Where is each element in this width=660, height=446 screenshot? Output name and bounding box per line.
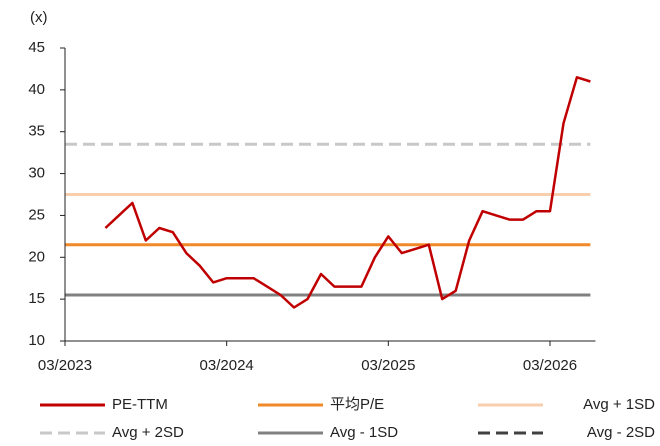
y-tick-label: 45 xyxy=(28,39,45,56)
legend-label: PE-TTM xyxy=(112,396,168,413)
y-unit: (x) xyxy=(30,9,48,26)
y-tick-label: 20 xyxy=(28,248,45,265)
y-tick-label: 15 xyxy=(28,290,45,307)
x-tick-label: 03/2023 xyxy=(38,357,92,374)
y-tick-label: 35 xyxy=(28,123,45,140)
x-tick-label: 03/2024 xyxy=(200,357,254,374)
legend-label: 平均P/E xyxy=(330,396,384,413)
y-tick-label: 30 xyxy=(28,165,45,182)
y-tick-label: 10 xyxy=(28,332,45,349)
legend-label: Avg - 2SD xyxy=(587,424,655,441)
y-tick-label: 40 xyxy=(28,81,45,98)
x-tick-label: 03/2026 xyxy=(523,357,577,374)
legend-label: Avg + 2SD xyxy=(112,424,184,441)
legend-label: Avg + 1SD xyxy=(583,396,655,413)
series-line xyxy=(104,76,591,309)
x-tick-label: 03/2025 xyxy=(361,357,415,374)
legend-label: Avg - 1SD xyxy=(330,424,398,441)
plot-area xyxy=(65,76,591,309)
y-tick-label: 25 xyxy=(28,206,45,223)
